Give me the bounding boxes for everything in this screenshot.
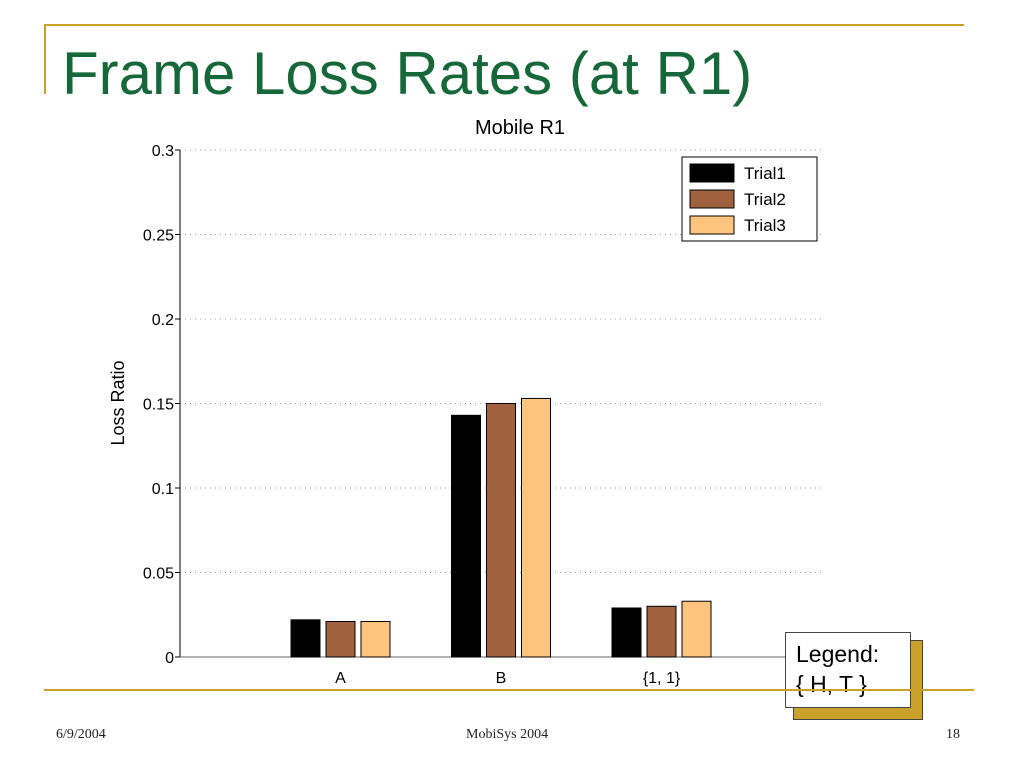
legend-note-line-1: Legend: (796, 641, 880, 667)
legend-note-line-2: { H, T } (796, 671, 867, 697)
bottom-rule (44, 689, 974, 691)
legend-note: Legend: { H, T } (785, 632, 911, 708)
y-tick-label: 0.1 (152, 481, 174, 498)
legend-entry: Trial1 (744, 164, 786, 183)
y-tick-label: 0.15 (143, 397, 174, 414)
y-tick-label: 0.3 (152, 143, 174, 160)
footer-conference: MobiSys 2004 (466, 727, 549, 742)
x-tick-label: {1, 1} (643, 670, 681, 687)
left-rule (44, 24, 46, 94)
y-tick-label: 0.2 (152, 312, 174, 329)
bar-trial1-3 (611, 607, 642, 658)
legend-swatch (689, 189, 735, 209)
chart-title: Mobile R1 (475, 117, 565, 139)
bar-trial3-3 (681, 600, 712, 658)
y-tick-labels: 0 0.05 0.1 0.15 0.2 0.25 0.3 (143, 143, 174, 667)
footer-date: 6/9/2004 (56, 727, 106, 742)
legend-swatch (689, 163, 735, 183)
slide-title: Frame Loss Rates (at R1) (62, 40, 753, 107)
top-rule (44, 24, 964, 26)
bar-trial2-3 (646, 605, 677, 658)
legend-swatch (689, 215, 735, 235)
x-tick-labels: A B {1, 1} (335, 670, 681, 687)
x-tick-label: A (335, 670, 346, 687)
y-tick-label: 0.05 (143, 566, 174, 583)
x-tick-label: B (496, 670, 507, 687)
bar-trial2-1 (325, 621, 356, 658)
legend-entry: Trial3 (744, 216, 786, 235)
y-tick-label: 0 (165, 650, 174, 667)
bar-trial3-2 (521, 397, 551, 658)
footer-page-number: 18 (946, 727, 960, 742)
bar-trial3-1 (360, 621, 391, 658)
chart-legend: Trial1 Trial2 Trial3 (681, 156, 818, 242)
y-axis-label: Loss Ratio (108, 360, 128, 445)
bar-trial2-2 (486, 403, 516, 658)
y-tick-label: 0.25 (143, 228, 174, 245)
bars (290, 397, 712, 658)
legend-entry: Trial2 (744, 190, 786, 209)
bar-trial1-2 (451, 414, 481, 658)
bar-trial1-1 (290, 619, 321, 658)
